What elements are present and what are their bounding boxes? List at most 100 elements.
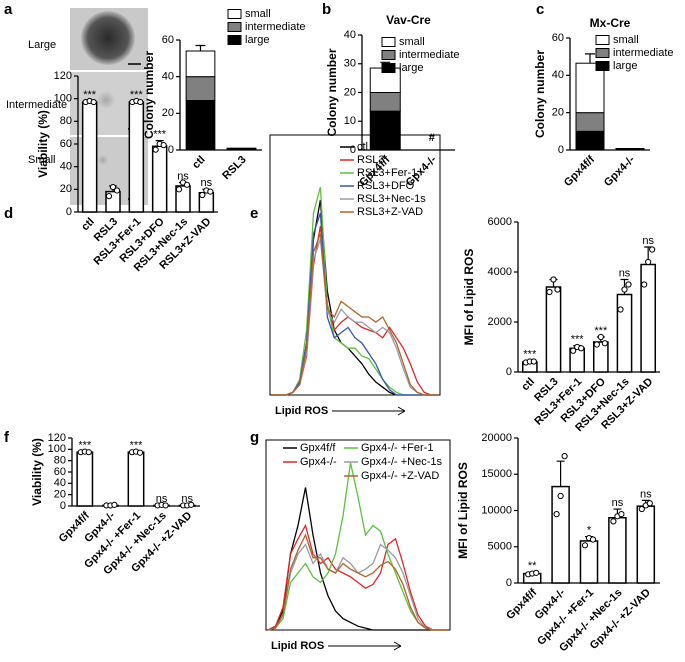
annotation: ns bbox=[612, 497, 624, 509]
legend-label: Gpx4-/- +Fer-1 bbox=[361, 442, 433, 454]
annotation: ns bbox=[201, 177, 213, 189]
data-point bbox=[183, 181, 191, 188]
histogram-line bbox=[272, 225, 438, 396]
colony bbox=[97, 91, 115, 109]
y-tick-label: 20 bbox=[60, 183, 72, 195]
y-tick-label: 20 bbox=[344, 86, 356, 98]
data-point bbox=[617, 306, 624, 313]
data-point bbox=[578, 345, 585, 352]
legend-swatch bbox=[227, 22, 242, 32]
data-point bbox=[601, 340, 608, 347]
y-tick-label: 80 bbox=[54, 455, 66, 467]
data-point bbox=[550, 276, 557, 283]
y-tick-label: 40 bbox=[60, 161, 72, 173]
data-point bbox=[593, 341, 600, 348]
data-point bbox=[557, 492, 564, 500]
legend-label: Gpx4-/- +Nec-1s bbox=[361, 456, 442, 468]
data-point bbox=[641, 281, 648, 288]
panel-letter: c bbox=[536, 1, 544, 18]
y-axis-label: Viability (%) bbox=[30, 438, 44, 506]
data-point bbox=[554, 286, 561, 293]
data-point bbox=[533, 569, 540, 576]
data-point bbox=[553, 511, 560, 518]
legend-swatch bbox=[381, 63, 396, 73]
annotation: *** bbox=[153, 129, 167, 141]
legend-label: large bbox=[399, 62, 423, 74]
y-tick-label: 6000 bbox=[488, 216, 512, 228]
data-point bbox=[162, 502, 169, 509]
y-tick-label: 15000 bbox=[481, 468, 512, 480]
data-point bbox=[597, 333, 604, 341]
y-axis-label: Colony number bbox=[325, 48, 339, 136]
annotation: ns bbox=[640, 488, 652, 500]
y-tick-label: 40 bbox=[552, 69, 564, 81]
bar bbox=[151, 145, 168, 213]
y-tick-label: 0 bbox=[168, 144, 174, 156]
legend-label: intermediate bbox=[399, 49, 460, 61]
annotation: *** bbox=[130, 440, 144, 452]
data-point bbox=[589, 536, 597, 543]
annotation: ns bbox=[177, 170, 189, 182]
bar bbox=[640, 263, 657, 373]
image-label: Intermediate bbox=[6, 99, 67, 111]
x-tick-label: Gpx4-/- bbox=[602, 153, 638, 189]
legend-swatch bbox=[595, 61, 610, 71]
colony bbox=[97, 154, 109, 166]
histogram-line bbox=[272, 233, 438, 396]
data-point bbox=[85, 449, 92, 456]
panel-letter: a bbox=[4, 1, 13, 18]
bar bbox=[608, 517, 627, 584]
histogram-line bbox=[267, 462, 448, 631]
annotation: ns bbox=[619, 267, 631, 279]
x-axis-label: Lipid ROS bbox=[275, 405, 328, 417]
legend-label: intermediate bbox=[613, 47, 674, 59]
legend-swatch bbox=[381, 37, 396, 47]
legend-label: RSL3+Z-VAD bbox=[357, 206, 423, 218]
legend-label: small bbox=[613, 34, 639, 46]
y-axis-label: Colony number bbox=[142, 51, 156, 139]
annotation: ns bbox=[156, 493, 168, 505]
bar bbox=[545, 286, 562, 373]
bar-segment bbox=[185, 100, 216, 151]
legend-swatch bbox=[595, 35, 610, 45]
bar-segment bbox=[226, 147, 257, 150]
x-tick-label: ctl bbox=[190, 154, 208, 172]
data-point bbox=[570, 347, 577, 354]
legend-label: RSL3+DFO bbox=[357, 180, 415, 192]
bar bbox=[616, 293, 633, 373]
y-axis-label: MFI of Lipid ROS bbox=[456, 462, 470, 559]
data-point bbox=[621, 286, 628, 293]
data-point bbox=[111, 501, 118, 508]
data-point bbox=[646, 500, 653, 507]
data-point bbox=[546, 288, 553, 296]
legend-swatch bbox=[227, 35, 242, 45]
y-axis-label: Colony number bbox=[533, 50, 547, 138]
y-axis-label: Viability (%) bbox=[36, 110, 50, 178]
histogram-line bbox=[272, 212, 438, 396]
panel-letter: d bbox=[4, 205, 13, 222]
annotation: # bbox=[429, 132, 435, 144]
bar-segment bbox=[369, 110, 401, 151]
histogram-line bbox=[267, 523, 448, 631]
y-tick-label: 60 bbox=[162, 34, 174, 46]
annotation: *** bbox=[571, 334, 585, 346]
data-point bbox=[188, 501, 195, 508]
y-tick-label: 2000 bbox=[488, 316, 512, 328]
data-point bbox=[199, 191, 206, 199]
bar bbox=[551, 485, 570, 584]
panel-letter: e bbox=[250, 205, 258, 222]
legend-label: small bbox=[399, 36, 425, 48]
data-point bbox=[618, 511, 625, 518]
bar-segment bbox=[615, 148, 645, 150]
legend-label: RSL3 bbox=[357, 154, 385, 166]
bar-segment bbox=[185, 50, 216, 78]
chart-title: Vav-Cre bbox=[386, 13, 431, 27]
y-tick-label: 0 bbox=[350, 144, 356, 156]
image-label: Large bbox=[28, 39, 56, 51]
y-tick-label: 5000 bbox=[488, 541, 512, 553]
error-bar bbox=[556, 460, 565, 487]
y-tick-label: 40 bbox=[344, 29, 356, 41]
y-tick-label: 20000 bbox=[481, 432, 512, 444]
legend-label: RSL3+Fer-1 bbox=[357, 167, 417, 179]
